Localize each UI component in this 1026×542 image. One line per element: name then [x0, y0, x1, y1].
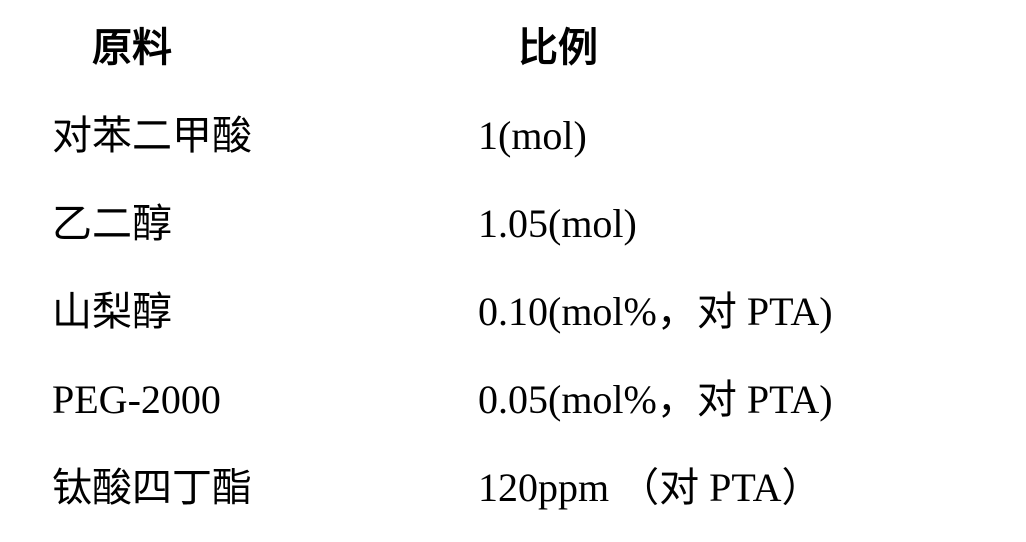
material-cell: 山梨醇: [52, 292, 478, 332]
table-row: 山梨醇 0.10(mol%，对 PTA): [52, 292, 994, 332]
material-cell: 乙二醇: [52, 204, 478, 244]
table-row: 对苯二甲酸 1(mol): [52, 116, 994, 156]
material-cell: 钛酸四丁酯: [52, 468, 478, 508]
table-row: 乙二醇 1.05(mol): [52, 204, 994, 244]
header-ratio: 比例: [518, 28, 994, 68]
material-cell: PEG-2000: [52, 380, 478, 420]
ratio-cell: 120ppm （对 PTA）: [478, 468, 994, 508]
header-material: 原料: [52, 28, 518, 68]
ratio-cell: 1(mol): [478, 116, 994, 156]
material-cell: 对苯二甲酸: [52, 116, 478, 156]
table-row: PEG-2000 0.05(mol%，对 PTA): [52, 380, 994, 420]
table-row: 钛酸四丁酯 120ppm （对 PTA）: [52, 468, 994, 508]
ratio-cell: 0.05(mol%，对 PTA): [478, 380, 994, 420]
ratio-cell: 1.05(mol): [478, 204, 994, 244]
ratio-cell: 0.10(mol%，对 PTA): [478, 292, 994, 332]
table-header-row: 原料 比例: [52, 28, 994, 68]
ingredients-table: 原料 比例 对苯二甲酸 1(mol) 乙二醇 1.05(mol) 山梨醇 0.1…: [0, 0, 1026, 536]
